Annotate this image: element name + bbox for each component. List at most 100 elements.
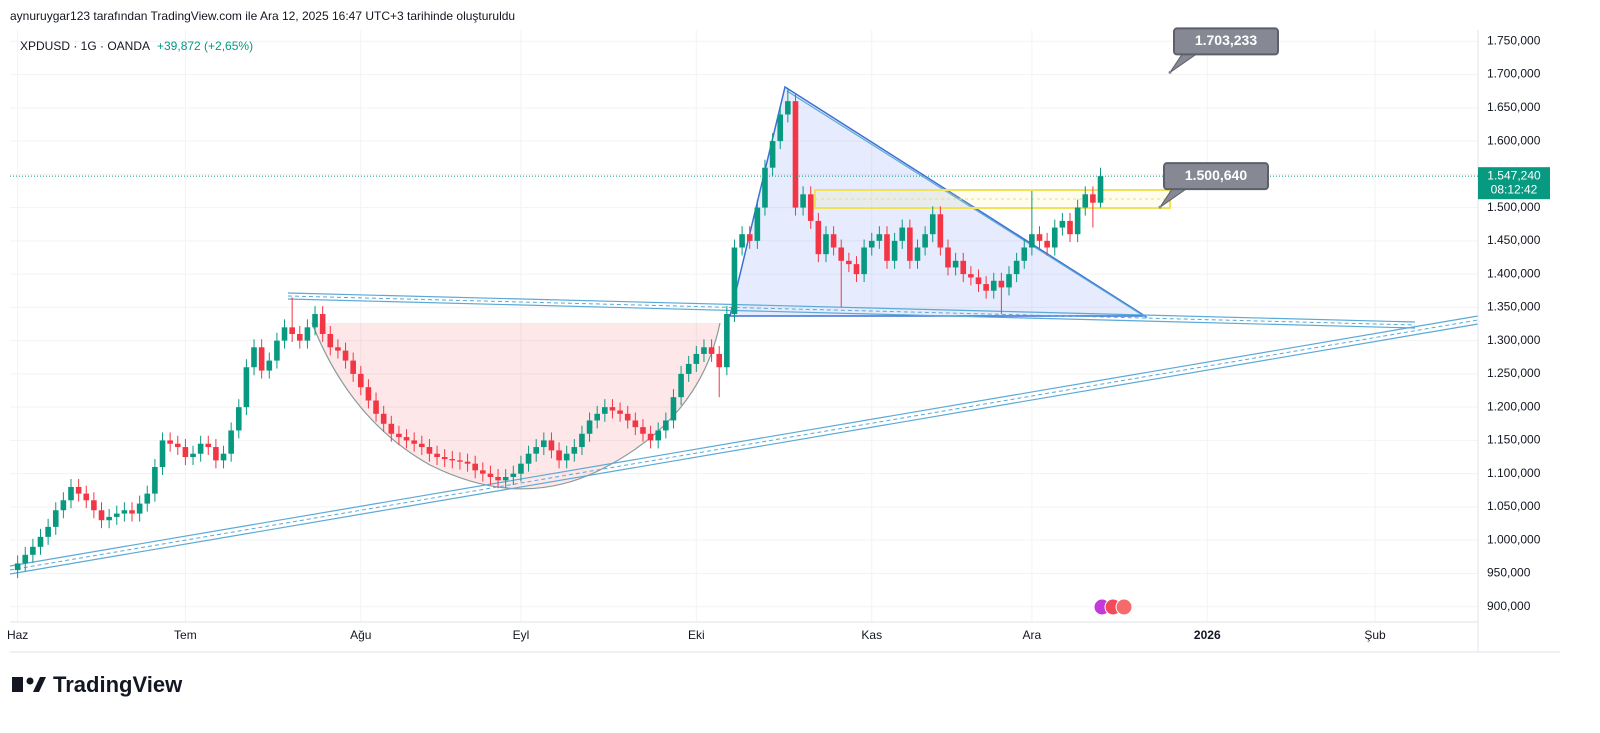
candle-body bbox=[602, 407, 608, 414]
candle-body bbox=[472, 463, 478, 471]
candle-body bbox=[60, 500, 67, 511]
candle-body bbox=[37, 536, 44, 547]
candle-body bbox=[541, 440, 547, 448]
candle-body bbox=[304, 327, 311, 341]
candle-body bbox=[243, 367, 250, 408]
candle-body bbox=[1059, 220, 1066, 228]
y-tick-label: 1.500,000 bbox=[1487, 200, 1541, 214]
candle-body bbox=[807, 194, 814, 221]
candle-body bbox=[182, 447, 189, 458]
y-tick-label: 1.750,000 bbox=[1487, 33, 1541, 47]
candle-body bbox=[373, 400, 379, 414]
candle-body bbox=[403, 437, 410, 441]
candle-body bbox=[1044, 240, 1050, 248]
candle-body bbox=[1067, 220, 1073, 235]
logo-mark bbox=[33, 677, 46, 692]
candle-body bbox=[167, 440, 173, 444]
candle-body bbox=[815, 220, 822, 255]
candle-body bbox=[899, 227, 906, 241]
candle-body bbox=[411, 440, 417, 444]
candle-body bbox=[45, 526, 51, 537]
candle-body bbox=[708, 347, 715, 354]
y-tick-label: 1.400,000 bbox=[1487, 266, 1541, 280]
attribution: aynuruygar123 tarafından TradingView.com… bbox=[10, 9, 515, 23]
x-tick-label: Haz bbox=[7, 628, 28, 642]
candle-body bbox=[464, 461, 471, 464]
candle-body bbox=[350, 360, 356, 374]
candle-body bbox=[1029, 234, 1035, 248]
candle-body bbox=[480, 470, 486, 474]
candle-body bbox=[419, 443, 425, 448]
candle-body bbox=[1006, 274, 1012, 288]
candle-body bbox=[1051, 227, 1058, 248]
callout-pointer bbox=[1169, 53, 1198, 73]
logo-mark bbox=[12, 677, 23, 692]
candle-body bbox=[861, 247, 867, 275]
y-tick-label: 1.650,000 bbox=[1487, 100, 1541, 114]
candle-body bbox=[724, 314, 730, 368]
candle-body bbox=[258, 347, 265, 371]
candle-body bbox=[502, 476, 509, 481]
candle-body bbox=[640, 427, 646, 434]
candle-body bbox=[571, 447, 578, 454]
candle-body bbox=[769, 141, 776, 168]
callout-anchor bbox=[1168, 70, 1172, 74]
candle-body bbox=[144, 493, 151, 504]
x-tick-label: 2026 bbox=[1194, 628, 1221, 642]
event-icon bbox=[1115, 598, 1133, 616]
candle-body bbox=[922, 234, 928, 248]
y-tick-label: 1.000,000 bbox=[1487, 532, 1541, 546]
candle-body bbox=[235, 407, 242, 431]
y-tick-label: 1.050,000 bbox=[1487, 499, 1541, 513]
candle-body bbox=[75, 486, 82, 494]
candle-body bbox=[609, 407, 616, 411]
candle-body bbox=[312, 314, 318, 328]
candle-body bbox=[754, 207, 761, 241]
change: +39,872 (+2,65%) bbox=[157, 39, 253, 53]
grid bbox=[10, 30, 1478, 622]
candle-body bbox=[129, 510, 135, 514]
candle-body bbox=[426, 447, 433, 454]
y-tick-label: 1.300,000 bbox=[1487, 333, 1541, 347]
candle-body bbox=[785, 101, 791, 115]
candle-body bbox=[533, 447, 539, 454]
candle-body bbox=[792, 101, 799, 208]
candle-body bbox=[876, 234, 883, 241]
candle-body bbox=[647, 433, 654, 441]
candle-body bbox=[952, 260, 959, 268]
candle-body bbox=[335, 347, 341, 351]
candle-body bbox=[380, 413, 387, 424]
candle-body bbox=[907, 227, 913, 261]
channel-line bbox=[9, 323, 1479, 575]
candle-body bbox=[975, 277, 982, 285]
candle-body bbox=[251, 347, 257, 368]
candle-body bbox=[777, 114, 784, 142]
candle-body bbox=[563, 453, 570, 461]
y-tick-label: 1.700,000 bbox=[1487, 67, 1541, 81]
price-label: 1.547,240 bbox=[1487, 168, 1541, 182]
callout-anchor bbox=[1158, 205, 1162, 209]
candle-body bbox=[868, 240, 875, 248]
candle-body bbox=[228, 430, 234, 454]
candle-body bbox=[30, 546, 36, 555]
candle-body bbox=[1021, 247, 1028, 261]
candle-body bbox=[929, 214, 936, 235]
resistance-line bbox=[287, 292, 1416, 323]
callout-label: 1.500,640 bbox=[1185, 167, 1247, 183]
candle-body bbox=[159, 440, 166, 468]
candle-body bbox=[624, 413, 631, 421]
candle-body bbox=[594, 413, 600, 421]
candle-body bbox=[83, 493, 90, 501]
y-tick-label: 1.450,000 bbox=[1487, 233, 1541, 247]
candle-body bbox=[693, 353, 700, 364]
candle-body bbox=[213, 447, 219, 461]
candle-body bbox=[823, 234, 829, 255]
candle-body bbox=[548, 440, 555, 451]
cup-curve bbox=[311, 322, 721, 490]
candle-body bbox=[91, 500, 97, 511]
candle-body bbox=[701, 347, 707, 354]
y-tick-label: 1.350,000 bbox=[1487, 300, 1541, 314]
candle-body bbox=[487, 473, 494, 477]
candle-body bbox=[14, 563, 21, 571]
candle-body bbox=[1074, 207, 1081, 235]
